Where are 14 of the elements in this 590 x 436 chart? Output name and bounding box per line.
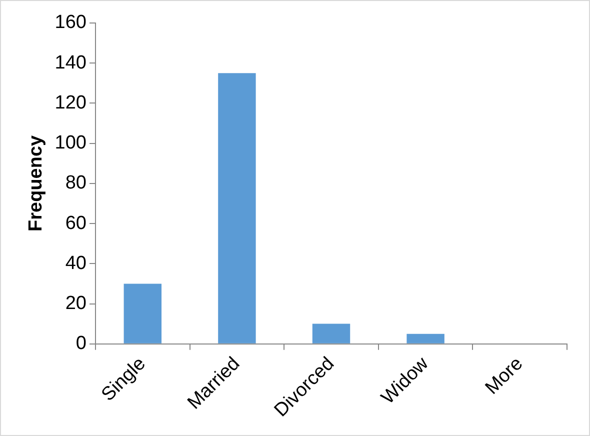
y-tick-label: 80 <box>65 172 86 194</box>
y-tick-label: 140 <box>54 52 86 74</box>
y-tick-label: 0 <box>76 333 86 354</box>
bar <box>406 334 444 344</box>
y-tick-label: 60 <box>65 212 86 234</box>
bar <box>312 324 350 344</box>
y-axis-title: Frequency <box>26 134 47 232</box>
y-tick-label: 160 <box>54 12 86 34</box>
y-tick-label: 20 <box>65 292 86 314</box>
y-tick-label: 120 <box>54 92 86 114</box>
y-tick-label: 100 <box>54 132 86 154</box>
y-tick-label: 40 <box>65 252 86 274</box>
bar <box>124 284 162 344</box>
bar <box>218 73 256 344</box>
